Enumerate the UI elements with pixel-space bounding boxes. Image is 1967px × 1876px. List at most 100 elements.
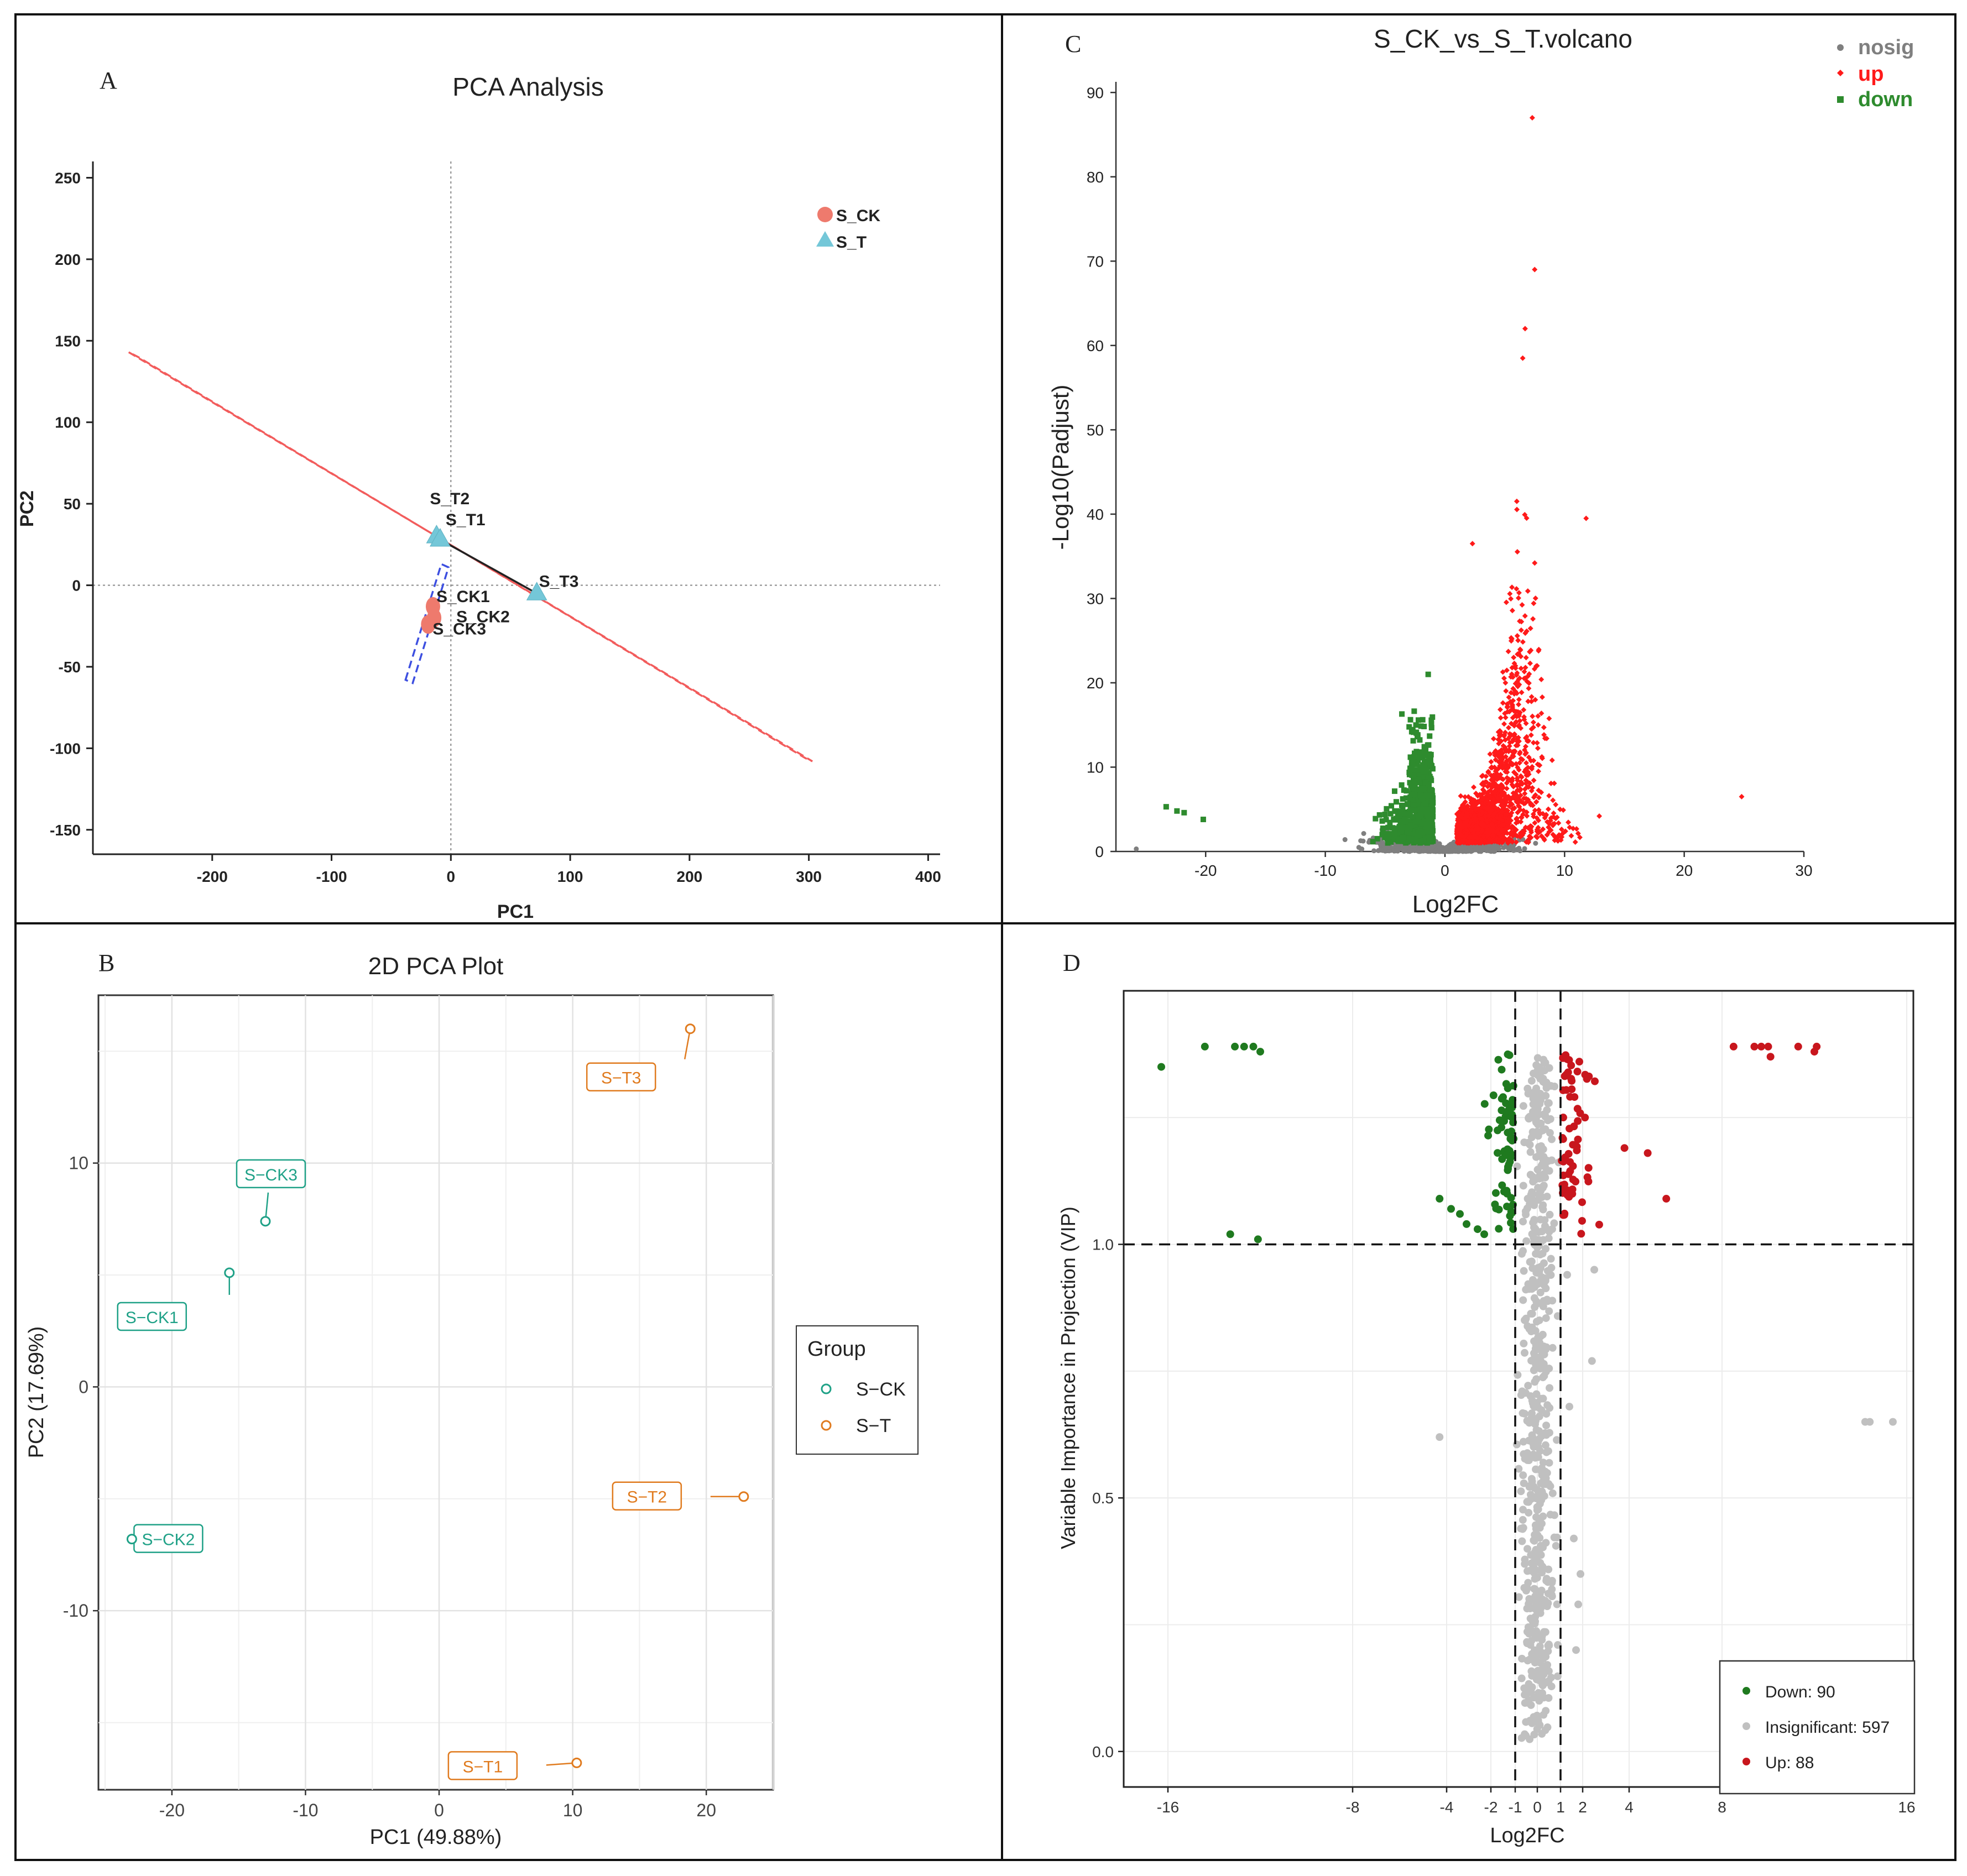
d-point-insignificant — [1520, 1339, 1528, 1347]
c-point-up — [1532, 807, 1538, 813]
c-point-up — [1531, 600, 1537, 607]
c-point-up — [1504, 709, 1510, 715]
c-point-down — [1423, 746, 1429, 753]
b-point-label-s-ck2: S−CK2 — [142, 1531, 195, 1549]
c-point-down — [1418, 821, 1425, 827]
c-point-up — [1504, 703, 1510, 709]
c-y-tick-label: 20 — [1087, 675, 1104, 692]
d-point-up — [1590, 1077, 1599, 1085]
c-point-down — [1380, 829, 1386, 835]
d-point-insignificant — [1542, 1091, 1550, 1100]
d-point-down — [1456, 1210, 1464, 1218]
d-point-insignificant — [1541, 1726, 1549, 1734]
c-y-tick-label: 30 — [1087, 590, 1104, 607]
d-point-insignificant — [1550, 1533, 1558, 1541]
c-point-nosig — [1533, 840, 1538, 846]
c-point-up — [1542, 815, 1548, 821]
c-point-up — [1596, 813, 1603, 819]
c-point-down — [1399, 802, 1405, 808]
c-point-down — [1399, 711, 1405, 717]
c-point-up — [1515, 637, 1521, 644]
d-point-insignificant — [1538, 1126, 1547, 1135]
c-point-up — [1517, 749, 1523, 755]
c-y-tick-label: 10 — [1087, 759, 1104, 776]
d-point-up — [1578, 1217, 1586, 1225]
d-point-insignificant — [1534, 1694, 1542, 1702]
c-point-up — [1525, 588, 1531, 594]
d-point-up — [1564, 1149, 1573, 1158]
a-group-connector-s-t — [440, 539, 538, 594]
c-point-down — [1390, 832, 1396, 838]
a-legend-label-s-t: S_T — [836, 233, 867, 252]
c-point-up — [1516, 675, 1522, 681]
c-point-up — [1513, 743, 1519, 749]
c-point-up — [1501, 827, 1507, 833]
c-point-down — [1394, 816, 1400, 822]
d-point-insignificant — [1546, 1511, 1554, 1519]
d-point-insignificant — [1553, 1600, 1561, 1608]
d-point-insignificant — [1526, 1148, 1535, 1156]
c-point-up — [1519, 689, 1525, 696]
d-point-down — [1474, 1225, 1481, 1234]
c-point-up — [1573, 826, 1579, 832]
c-point-up — [1531, 795, 1537, 801]
c-point-down — [1403, 795, 1409, 801]
d-point-up — [1567, 1075, 1575, 1083]
d-point-down — [1157, 1063, 1165, 1071]
c-point-up — [1533, 833, 1539, 839]
c-point-up — [1502, 680, 1509, 686]
a-x-tick-label: 300 — [796, 868, 822, 885]
c-point-down — [1415, 796, 1421, 802]
c-point-up — [1479, 773, 1485, 779]
c-point-up — [1459, 802, 1465, 808]
d-point-insignificant — [1531, 1403, 1539, 1411]
c-point-up — [1499, 822, 1505, 828]
d-point-up — [1764, 1042, 1772, 1051]
c-y-tick-label: 50 — [1087, 421, 1104, 438]
b-point-s-t1 — [571, 1757, 582, 1768]
d-point-insignificant — [1519, 1182, 1527, 1190]
c-point-down — [1418, 723, 1424, 729]
c-point-nosig — [1452, 848, 1458, 854]
c-point-up — [1510, 706, 1516, 712]
d-point-insignificant — [1524, 1382, 1532, 1390]
c-point-down — [1399, 782, 1405, 788]
d-point-insignificant — [1540, 1297, 1548, 1305]
d-point-insignificant — [1521, 1560, 1529, 1568]
d-point-down — [1500, 1187, 1509, 1195]
c-point-down — [1429, 714, 1436, 720]
c-point-up — [1528, 647, 1534, 654]
d-point-down — [1489, 1091, 1498, 1100]
d-point-insignificant — [1536, 1068, 1544, 1077]
c-point-up — [1530, 616, 1536, 622]
d-point-insignificant — [1552, 1541, 1560, 1550]
d-point-insignificant — [1539, 1512, 1547, 1520]
d-point-insignificant — [1545, 1307, 1553, 1315]
d-point-down — [1504, 1128, 1512, 1137]
c-point-nosig — [1506, 846, 1512, 852]
c-point-up — [1530, 719, 1536, 725]
d-point-insignificant — [1521, 1316, 1530, 1325]
panel-borders — [14, 13, 1956, 1861]
b-legend-label-s-ck: S−CK — [856, 1379, 906, 1400]
d-point-insignificant — [1529, 1450, 1537, 1459]
c-point-up — [1522, 326, 1528, 332]
d-point-insignificant — [1540, 1182, 1548, 1190]
c-point-down — [1402, 811, 1408, 817]
c-point-nosig — [1441, 847, 1447, 853]
d-point-insignificant — [1518, 1654, 1526, 1663]
d-point-insignificant — [1536, 1534, 1544, 1542]
b-y-axis-label: PC2 (17.69%) — [25, 1326, 48, 1459]
c-point-up — [1488, 825, 1494, 832]
d-point-down — [1201, 1042, 1209, 1051]
c-point-down — [1389, 803, 1395, 809]
c-point-down — [1398, 828, 1404, 834]
c-point-up — [1501, 733, 1507, 739]
d-point-insignificant — [1519, 1525, 1527, 1533]
c-point-up — [1526, 686, 1532, 692]
c-point-up — [1489, 784, 1495, 790]
d-point-insignificant — [1536, 1642, 1544, 1650]
c-point-down — [1397, 820, 1403, 826]
c-point-down — [1397, 836, 1403, 842]
